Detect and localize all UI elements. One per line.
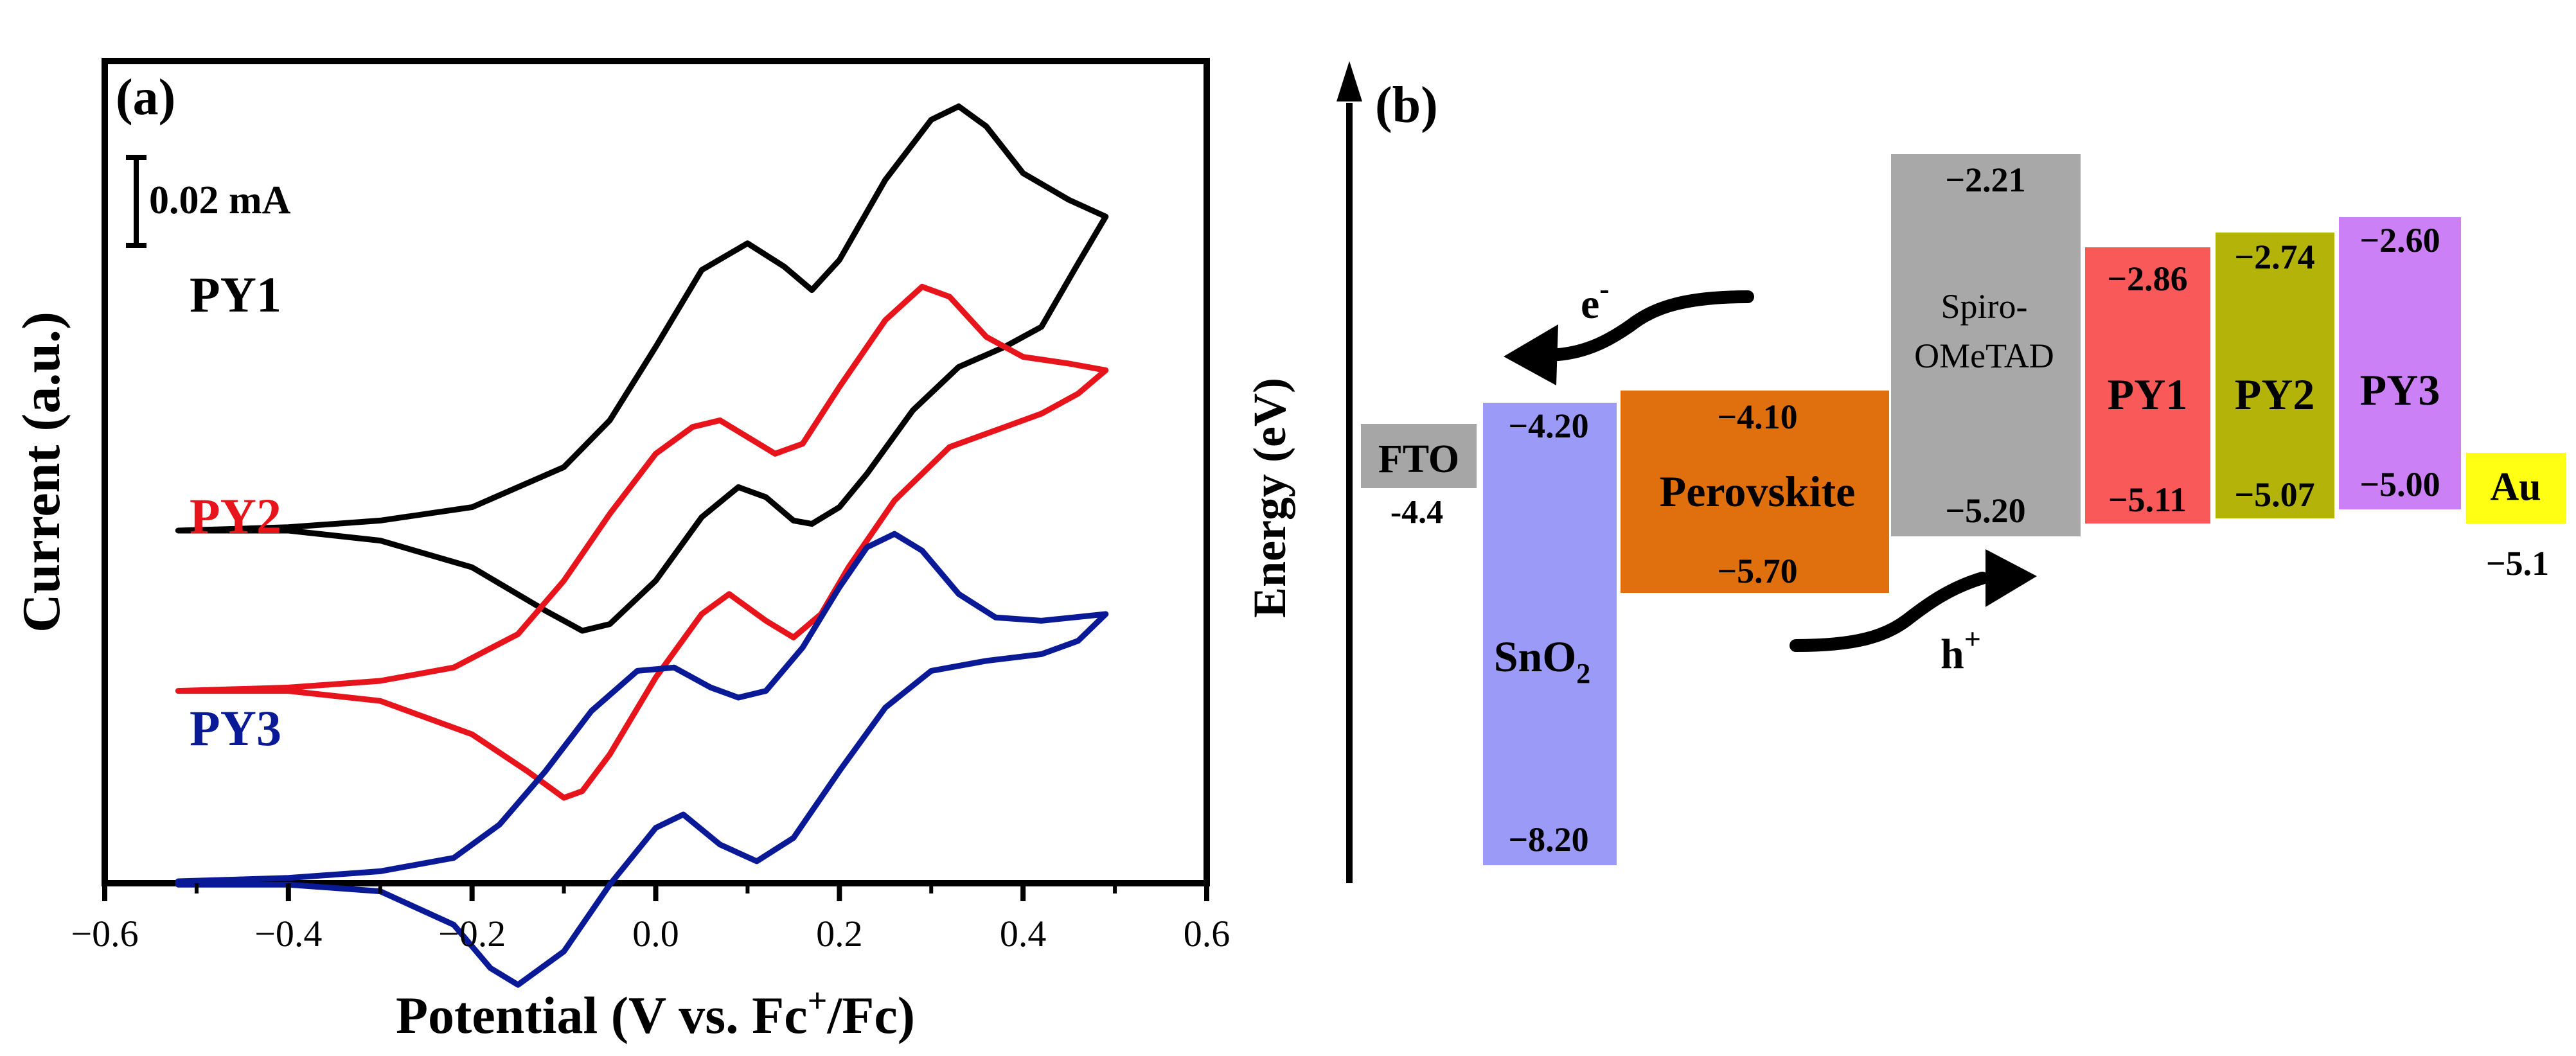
py2-bottom-level: −5.07 bbox=[2234, 475, 2314, 514]
electron-arrow-label: e- bbox=[1581, 272, 1610, 328]
block-spiro: −2.21 Spiro- OMeTAD −5.20 bbox=[1891, 154, 2081, 536]
electron-arrow: e- bbox=[1504, 272, 1754, 385]
electron-arrow-head bbox=[1504, 324, 1558, 385]
py3-rect bbox=[2339, 217, 2461, 509]
energy-diagram: (b) Energy (eV) FTO -4.4 −4.20 SnO2 −8.2… bbox=[1244, 61, 2566, 883]
x-tick-label: −0.4 bbox=[254, 913, 322, 955]
hole-arrow: h+ bbox=[1790, 549, 2037, 678]
scale-bar-label: 0.02 mA bbox=[149, 179, 291, 222]
cv-curve-py1 bbox=[175, 103, 1109, 634]
spiro-top-level: −2.21 bbox=[1945, 161, 2025, 199]
cv-panel: (a) 0.02 mA PY1 PY2 PY3 −0.6 −0.4 −0.2 0.0 0.2… bbox=[12, 58, 1230, 1044]
block-perovskite: −4.10 Perovskite −5.70 bbox=[1621, 391, 1889, 593]
py1-bottom-level: −5.11 bbox=[2108, 480, 2187, 519]
x-tick-label: −0.6 bbox=[71, 913, 138, 955]
x-tick-label: 0.2 bbox=[816, 913, 863, 955]
au-rect bbox=[2466, 453, 2566, 524]
au-level: −5.1 bbox=[2486, 544, 2549, 583]
x-axis-label: Potential (V vs. Fc+/Fc) bbox=[396, 981, 915, 1044]
x-tick-label: 0.0 bbox=[632, 913, 679, 955]
panel-label-a: (a) bbox=[116, 69, 175, 126]
x-axis: −0.6 −0.4 −0.2 0.0 0.2 0.4 0.6 bbox=[71, 883, 1230, 955]
py2-top-level: −2.74 bbox=[2234, 238, 2314, 276]
panel-label-b: (b) bbox=[1375, 77, 1438, 134]
fto-level: -4.4 bbox=[1390, 494, 1443, 531]
block-py3: −2.60 PY3 −5.00 bbox=[2339, 217, 2461, 509]
x-tick-label: −0.2 bbox=[438, 913, 506, 955]
x-tick-label: 0.4 bbox=[1000, 913, 1047, 955]
py3-bottom-level: −5.00 bbox=[2359, 465, 2440, 504]
hole-arrow-head bbox=[1985, 549, 2037, 607]
perovskite-top-level: −4.10 bbox=[1717, 398, 1797, 436]
x-tick-label: 0.6 bbox=[1184, 913, 1230, 955]
series-label-py3: PY3 bbox=[190, 700, 281, 756]
sno2-bottom-level: −8.20 bbox=[1508, 820, 1588, 859]
py2-label: PY2 bbox=[2235, 370, 2315, 419]
spiro-label-line1: Spiro- bbox=[1941, 287, 2028, 326]
py3-top-level: −2.60 bbox=[2359, 221, 2440, 260]
au-label: Au bbox=[2490, 465, 2541, 509]
scale-bar: 0.02 mA bbox=[126, 155, 291, 248]
block-au: Au −5.1 bbox=[2466, 453, 2566, 583]
py1-rect bbox=[2085, 247, 2210, 524]
block-py1: −2.86 PY1 −5.11 bbox=[2085, 247, 2210, 524]
cv-curve-py2 bbox=[175, 283, 1109, 801]
electron-arrow-shaft bbox=[1549, 290, 1754, 361]
block-sno2: −4.20 SnO2 −8.20 bbox=[1483, 403, 1617, 865]
sno2-top-level: −4.20 bbox=[1508, 407, 1588, 445]
series-label-py1: PY1 bbox=[190, 267, 281, 322]
perovskite-rect bbox=[1621, 391, 1889, 593]
hole-arrow-label: h+ bbox=[1941, 622, 1981, 678]
energy-axis-arrowhead bbox=[1337, 61, 1362, 101]
py2-rect bbox=[2216, 233, 2334, 518]
series-labels: PY1 PY2 PY3 bbox=[190, 267, 281, 756]
perovskite-bottom-level: −5.70 bbox=[1717, 552, 1797, 590]
py1-label: PY1 bbox=[2108, 370, 2188, 419]
perovskite-label: Perovskite bbox=[1660, 467, 1856, 516]
cv-curves bbox=[175, 103, 1109, 988]
fto-label: FTO bbox=[1378, 437, 1459, 481]
sno2-rect bbox=[1483, 403, 1617, 865]
spiro-bottom-level: −5.20 bbox=[1945, 491, 2025, 530]
block-fto: FTO -4.4 bbox=[1361, 424, 1477, 531]
series-label-py2: PY2 bbox=[190, 488, 281, 544]
spiro-label-line2: OMeTAD bbox=[1914, 337, 2054, 375]
hole-arrow-shaft bbox=[1790, 572, 1989, 652]
py3-label: PY3 bbox=[2360, 365, 2440, 414]
spiro-rect bbox=[1891, 154, 2081, 536]
block-py2: −2.74 PY2 −5.07 bbox=[2216, 233, 2334, 518]
sno2-label: SnO2 bbox=[1494, 632, 1591, 689]
y-axis-label: Current (a.u.) bbox=[12, 312, 71, 633]
fto-rect bbox=[1361, 424, 1477, 488]
cv-curve-py3 bbox=[175, 531, 1109, 988]
energy-axis-label: Energy (eV) bbox=[1244, 378, 1295, 618]
py1-top-level: −2.86 bbox=[2107, 260, 2187, 298]
